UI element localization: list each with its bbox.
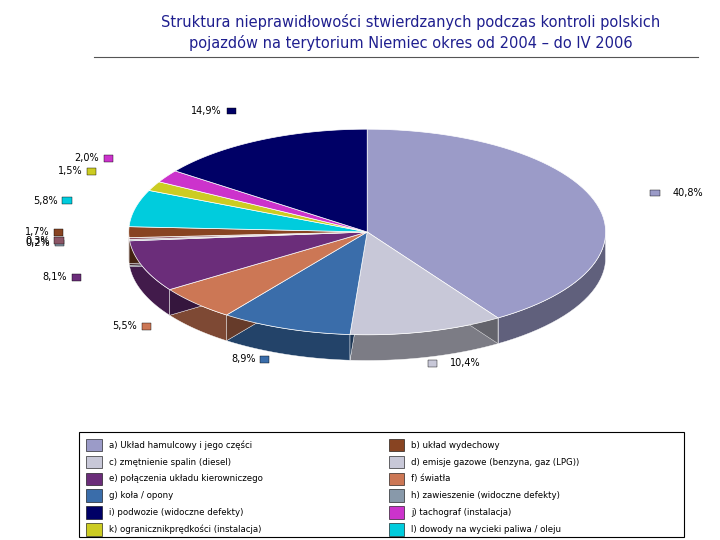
Bar bbox=[389, 472, 404, 485]
Polygon shape bbox=[130, 232, 367, 289]
Polygon shape bbox=[350, 232, 498, 335]
Bar bbox=[227, 107, 236, 114]
Polygon shape bbox=[498, 235, 606, 343]
Polygon shape bbox=[129, 227, 367, 238]
Bar bbox=[86, 523, 102, 536]
Bar bbox=[86, 506, 102, 519]
Polygon shape bbox=[227, 232, 367, 341]
Bar bbox=[428, 360, 437, 367]
Polygon shape bbox=[130, 232, 367, 265]
Text: 5,5%: 5,5% bbox=[112, 321, 138, 331]
Text: a) Układ hamulcowy i jego części: a) Układ hamulcowy i jego części bbox=[109, 441, 252, 450]
Text: 1,7%: 1,7% bbox=[24, 227, 49, 237]
Polygon shape bbox=[130, 241, 170, 315]
Polygon shape bbox=[227, 232, 367, 341]
Polygon shape bbox=[367, 232, 498, 343]
Polygon shape bbox=[130, 232, 367, 265]
Bar bbox=[389, 523, 404, 536]
Text: k) ogranicznikprędkości (instalacja): k) ogranicznikprędkości (instalacja) bbox=[109, 525, 261, 534]
Polygon shape bbox=[129, 232, 367, 264]
Bar bbox=[86, 489, 102, 502]
Bar bbox=[55, 240, 64, 246]
Polygon shape bbox=[159, 171, 367, 232]
Bar bbox=[86, 472, 102, 485]
Text: 1,5%: 1,5% bbox=[58, 166, 82, 177]
Bar bbox=[650, 190, 660, 197]
Polygon shape bbox=[350, 232, 367, 360]
Polygon shape bbox=[227, 232, 367, 335]
Text: 40,8%: 40,8% bbox=[672, 188, 703, 198]
Polygon shape bbox=[130, 232, 367, 241]
Polygon shape bbox=[130, 232, 367, 267]
Polygon shape bbox=[367, 129, 606, 318]
Polygon shape bbox=[130, 232, 367, 267]
Bar bbox=[104, 155, 113, 162]
Bar bbox=[87, 168, 96, 174]
Polygon shape bbox=[367, 232, 498, 343]
FancyBboxPatch shape bbox=[79, 432, 684, 537]
Polygon shape bbox=[227, 315, 350, 360]
Text: 8,9%: 8,9% bbox=[231, 354, 256, 364]
Text: Struktura nieprawidłowości stwierdzanych podczas kontroli polskich: Struktura nieprawidłowości stwierdzanych… bbox=[161, 14, 660, 30]
Polygon shape bbox=[170, 232, 367, 315]
Text: pojazdów na terytorium Niemiec okres od 2004 – do IV 2006: pojazdów na terytorium Niemiec okres od … bbox=[189, 35, 632, 51]
Text: i) podwozie (widoczne defekty): i) podwozie (widoczne defekty) bbox=[109, 508, 243, 517]
Text: e) połączenia układu kierowniczego: e) połączenia układu kierowniczego bbox=[109, 474, 263, 483]
Bar bbox=[72, 274, 81, 281]
Bar bbox=[389, 506, 404, 519]
Bar bbox=[260, 356, 269, 363]
Polygon shape bbox=[129, 191, 367, 232]
Polygon shape bbox=[149, 182, 367, 232]
Bar bbox=[63, 197, 71, 204]
Polygon shape bbox=[170, 232, 367, 315]
Bar bbox=[86, 439, 102, 451]
Polygon shape bbox=[350, 232, 367, 360]
Text: 0,3%: 0,3% bbox=[25, 235, 50, 246]
Text: l) dowody na wycieki paliwa / oleju: l) dowody na wycieki paliwa / oleju bbox=[411, 525, 561, 534]
Text: 14,9%: 14,9% bbox=[192, 106, 222, 116]
Text: h) zawieszenie (widoczne defekty): h) zawieszenie (widoczne defekty) bbox=[411, 491, 560, 500]
Bar bbox=[55, 238, 63, 244]
Bar bbox=[86, 456, 102, 468]
Text: 0,2%: 0,2% bbox=[25, 238, 50, 248]
Text: 5,8%: 5,8% bbox=[33, 195, 58, 206]
Polygon shape bbox=[129, 232, 367, 240]
Bar bbox=[389, 489, 404, 502]
Polygon shape bbox=[350, 318, 498, 361]
Bar bbox=[142, 323, 151, 329]
Text: c) zmętnienie spalin (diesel): c) zmętnienie spalin (diesel) bbox=[109, 457, 231, 467]
Text: 10,4%: 10,4% bbox=[450, 359, 480, 368]
Polygon shape bbox=[129, 232, 367, 264]
Text: d) emisje gazowe (benzyna, gaz (LPG)): d) emisje gazowe (benzyna, gaz (LPG)) bbox=[411, 457, 580, 467]
Polygon shape bbox=[175, 129, 367, 232]
Polygon shape bbox=[170, 289, 227, 341]
Text: f) światła: f) światła bbox=[411, 474, 451, 483]
Text: j) tachograf (instalacja): j) tachograf (instalacja) bbox=[411, 508, 511, 517]
Bar bbox=[389, 456, 404, 468]
Polygon shape bbox=[170, 232, 367, 315]
Text: b) układ wydechowy: b) układ wydechowy bbox=[411, 441, 500, 450]
Bar bbox=[389, 439, 404, 451]
Text: 2,0%: 2,0% bbox=[75, 153, 99, 164]
Bar bbox=[54, 229, 63, 235]
Text: 8,1%: 8,1% bbox=[42, 272, 67, 282]
Text: g) koła / opony: g) koła / opony bbox=[109, 491, 173, 500]
